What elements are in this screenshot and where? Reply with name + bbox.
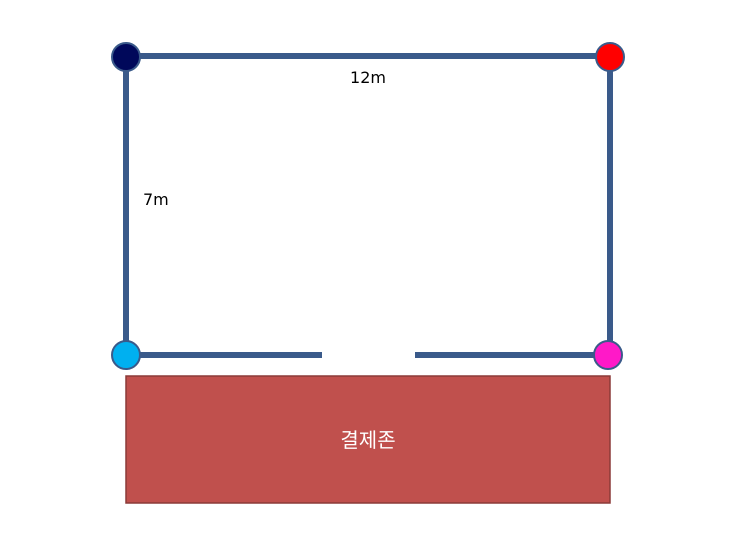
room-walls [123,53,613,358]
height-dimension-label: 7m [143,190,169,209]
corner-top-left-marker [111,42,141,72]
corner-top-right-marker [595,42,625,72]
payment-zone-box [125,375,611,504]
corner-bottom-left-marker [111,340,141,370]
payment-zone: 결제존 [125,375,611,504]
payment-zone-label: 결제존 [340,428,395,452]
width-dimension-label: 12m [350,68,386,87]
corner-bottom-right-marker [593,340,623,370]
